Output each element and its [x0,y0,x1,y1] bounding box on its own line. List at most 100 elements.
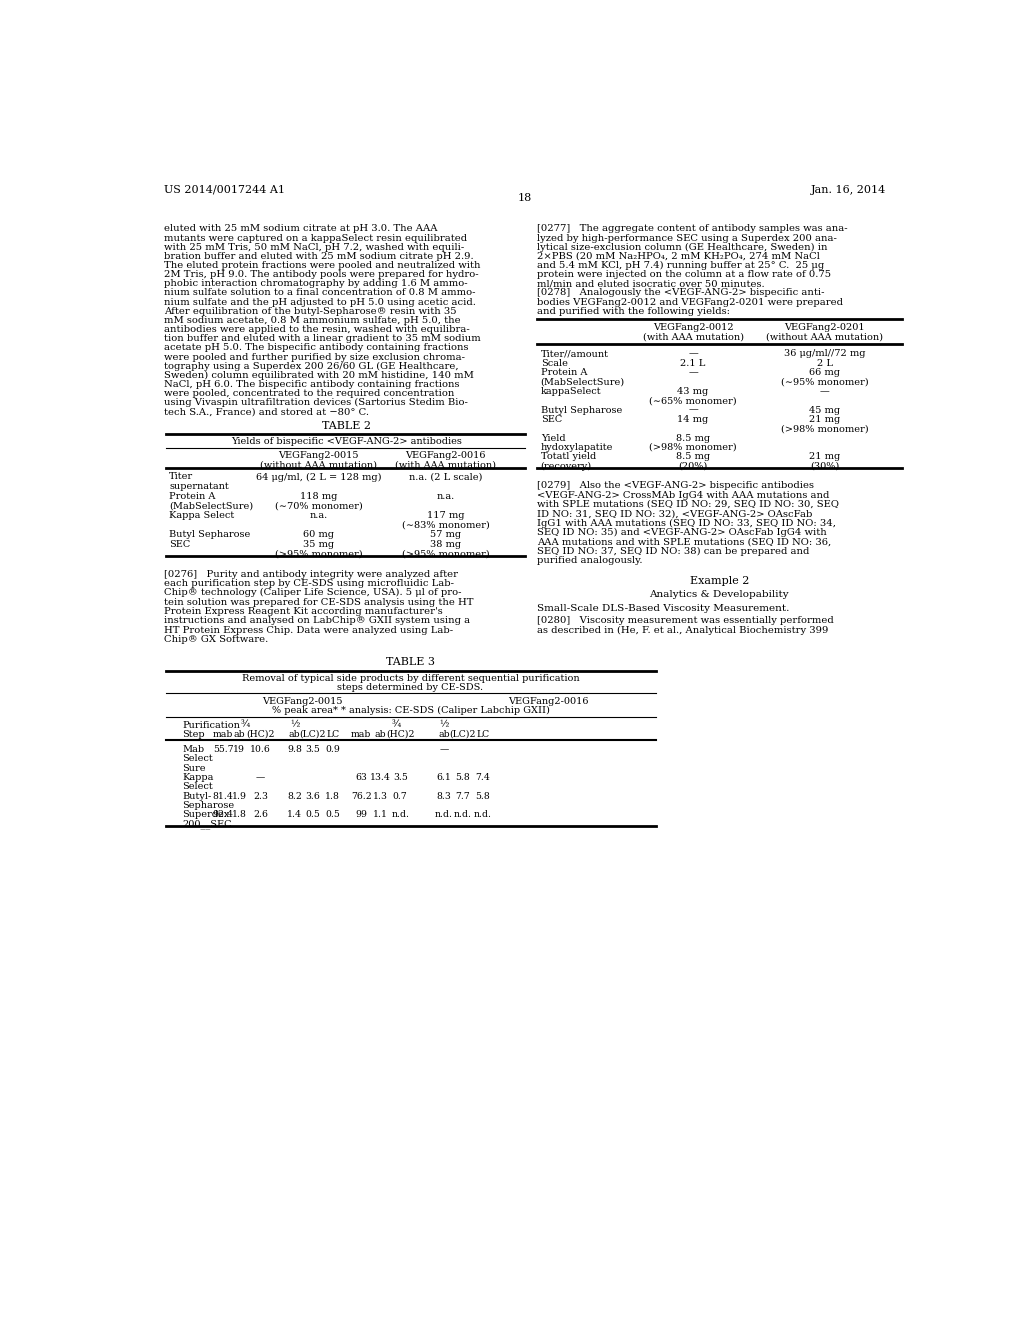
Text: SEQ ID NO: 35) and <VEGF-ANG-2> OAscFab IgG4 with: SEQ ID NO: 35) and <VEGF-ANG-2> OAscFab … [537,528,826,537]
Text: 13.4: 13.4 [370,774,391,781]
Text: Kappa: Kappa [182,774,213,781]
Text: 5.8: 5.8 [475,792,490,801]
Text: VEGFang2-0015: VEGFang2-0015 [279,451,358,461]
Text: protein were injected on the column at a flow rate of 0.75: protein were injected on the column at a… [537,271,830,280]
Text: bration buffer and eluted with 25 mM sodium citrate pH 2.9.: bration buffer and eluted with 25 mM sod… [164,252,473,261]
Text: 200__SEC: 200__SEC [182,820,231,829]
Text: —: — [688,405,698,414]
Text: (MabSelectSure): (MabSelectSure) [169,502,253,511]
Text: Kappa Select: Kappa Select [169,511,234,520]
Text: 76.2: 76.2 [351,792,372,801]
Text: lytical size-exclusion column (GE Healthcare, Sweden) in: lytical size-exclusion column (GE Health… [537,243,827,252]
Text: Butyl-: Butyl- [182,792,211,801]
Text: 6.1: 6.1 [436,774,452,781]
Text: The eluted protein fractions were pooled and neutralized with: The eluted protein fractions were pooled… [164,261,480,271]
Text: (recovery): (recovery) [541,462,592,471]
Text: purified analogously.: purified analogously. [537,556,642,565]
Text: 8.2: 8.2 [287,792,302,801]
Text: 55.7: 55.7 [213,744,233,754]
Text: as described in (He, F. et al., Analytical Biochemistry 399: as described in (He, F. et al., Analytic… [537,626,828,635]
Text: mab: mab [213,730,233,739]
Text: Select: Select [182,783,213,792]
Text: with SPLE mutations (SEQ ID NO: 29, SEQ ID NO: 30, SEQ: with SPLE mutations (SEQ ID NO: 29, SEQ … [537,500,839,510]
Text: Superdex: Superdex [182,810,229,820]
Text: 0.7: 0.7 [393,792,408,801]
Text: 21 mg: 21 mg [809,453,841,462]
Text: mM sodium acetate, 0.8 M ammonium sulfate, pH 5.0, the: mM sodium acetate, 0.8 M ammonium sulfat… [164,315,461,325]
Text: n.a.: n.a. [436,492,455,500]
Text: phobic interaction chromatography by adding 1.6 M ammo-: phobic interaction chromatography by add… [164,280,467,288]
Text: 92.4: 92.4 [213,810,233,820]
Text: n.d.: n.d. [454,810,472,820]
Text: 1.4: 1.4 [287,810,302,820]
Text: (>95% monomer): (>95% monomer) [401,549,489,558]
Text: VEGFang2-0012: VEGFang2-0012 [652,323,733,333]
Text: 0.5: 0.5 [326,810,340,820]
Text: AAA mutations and with SPLE mutations (SEQ ID NO: 36,: AAA mutations and with SPLE mutations (S… [537,537,830,546]
Text: n.a. (2 L scale): n.a. (2 L scale) [409,473,482,482]
Text: (LC)2: (LC)2 [300,730,327,739]
Text: 2.6: 2.6 [253,810,268,820]
Text: IgG1 with AAA mutations (SEQ ID NO: 33, SEQ ID NO: 34,: IgG1 with AAA mutations (SEQ ID NO: 33, … [537,519,836,528]
Text: 8.5 mg: 8.5 mg [676,453,710,462]
Text: ¾: ¾ [241,721,250,730]
Text: 99: 99 [355,810,368,820]
Text: ½: ½ [439,721,449,730]
Text: n.a.: n.a. [309,511,328,520]
Text: Purification: Purification [182,721,240,730]
Text: Chip® technology (Caliper Life Science, USA). 5 μl of pro-: Chip® technology (Caliper Life Science, … [164,589,461,598]
Text: (>98% monomer): (>98% monomer) [649,444,737,451]
Text: VEGFang2-0015: VEGFang2-0015 [262,697,343,706]
Text: ab: ab [438,730,450,739]
Text: tech S.A., France) and stored at −80° C.: tech S.A., France) and stored at −80° C. [164,408,369,416]
Text: 7.4: 7.4 [475,774,490,781]
Text: Example 2: Example 2 [689,576,749,586]
Text: After equilibration of the butyl-Sepharose® resin with 35: After equilibration of the butyl-Sepharo… [164,306,457,315]
Text: n.d.: n.d. [391,810,410,820]
Text: 63: 63 [355,774,368,781]
Text: nium sulfate and the pH adjusted to pH 5.0 using acetic acid.: nium sulfate and the pH adjusted to pH 5… [164,297,475,306]
Text: (∼83% monomer): (∼83% monomer) [401,521,489,529]
Text: kappaSelect: kappaSelect [541,387,601,396]
Text: Yield: Yield [541,434,565,442]
Text: Sepharose: Sepharose [182,801,234,810]
Text: supernatant: supernatant [169,482,229,491]
Text: 2M Tris, pH 9.0. The antibody pools were prepared for hydro-: 2M Tris, pH 9.0. The antibody pools were… [164,271,478,280]
Text: eluted with 25 mM sodium citrate at pH 3.0. The AAA: eluted with 25 mM sodium citrate at pH 3… [164,224,437,234]
Text: 8.5 mg: 8.5 mg [676,434,710,442]
Text: —: — [439,744,449,754]
Text: 3.6: 3.6 [305,792,321,801]
Text: (>95% monomer): (>95% monomer) [274,549,362,558]
Text: Small-Scale DLS-Based Viscosity Measurement.: Small-Scale DLS-Based Viscosity Measurem… [537,605,790,612]
Text: (30%): (30%) [810,462,840,471]
Text: 57 mg: 57 mg [430,531,461,540]
Text: 1.9: 1.9 [231,792,247,801]
Text: (∼65% monomer): (∼65% monomer) [649,396,737,405]
Text: Yields of bispecific <VEGF-ANG-2> antibodies: Yields of bispecific <VEGF-ANG-2> antibo… [230,437,462,446]
Text: 2.1 L: 2.1 L [680,359,706,368]
Text: ab: ab [289,730,300,739]
Text: Removal of typical side products by different sequential purification: Removal of typical side products by diff… [242,673,580,682]
Text: NaCl, pH 6.0. The bispecific antibody containing fractions: NaCl, pH 6.0. The bispecific antibody co… [164,380,459,389]
Text: US 2014/0017244 A1: US 2014/0017244 A1 [164,185,285,195]
Text: were pooled and further purified by size exclusion chroma-: were pooled and further purified by size… [164,352,465,362]
Text: tein solution was prepared for CE-SDS analysis using the HT: tein solution was prepared for CE-SDS an… [164,598,473,607]
Text: —: — [256,774,265,781]
Text: each purification step by CE-SDS using microfluidic Lab-: each purification step by CE-SDS using m… [164,579,454,587]
Text: (LC)2: (LC)2 [450,730,476,739]
Text: 64 μg/ml, (2 L = 128 mg): 64 μg/ml, (2 L = 128 mg) [256,473,381,482]
Text: (20%): (20%) [679,462,708,471]
Text: 2 L: 2 L [817,359,833,368]
Text: Protein Express Reagent Kit according manufacturer's: Protein Express Reagent Kit according ma… [164,607,442,616]
Text: Titer//amount: Titer//amount [541,350,608,359]
Text: (with AAA mutation): (with AAA mutation) [395,461,496,470]
Text: 60 mg: 60 mg [303,531,334,540]
Text: [0277]   The aggregate content of antibody samples was ana-: [0277] The aggregate content of antibody… [537,224,847,234]
Text: (MabSelectSure): (MabSelectSure) [541,378,625,387]
Text: 3.5: 3.5 [305,744,321,754]
Text: using Vivaspin ultrafiltration devices (Sartorius Stedim Bio-: using Vivaspin ultrafiltration devices (… [164,399,468,408]
Text: ½: ½ [290,721,299,730]
Text: —: — [688,350,698,359]
Text: % peak area* * analysis: CE-SDS (Caliper Labchip GXII): % peak area* * analysis: CE-SDS (Caliper… [271,706,550,715]
Text: 18: 18 [518,193,531,203]
